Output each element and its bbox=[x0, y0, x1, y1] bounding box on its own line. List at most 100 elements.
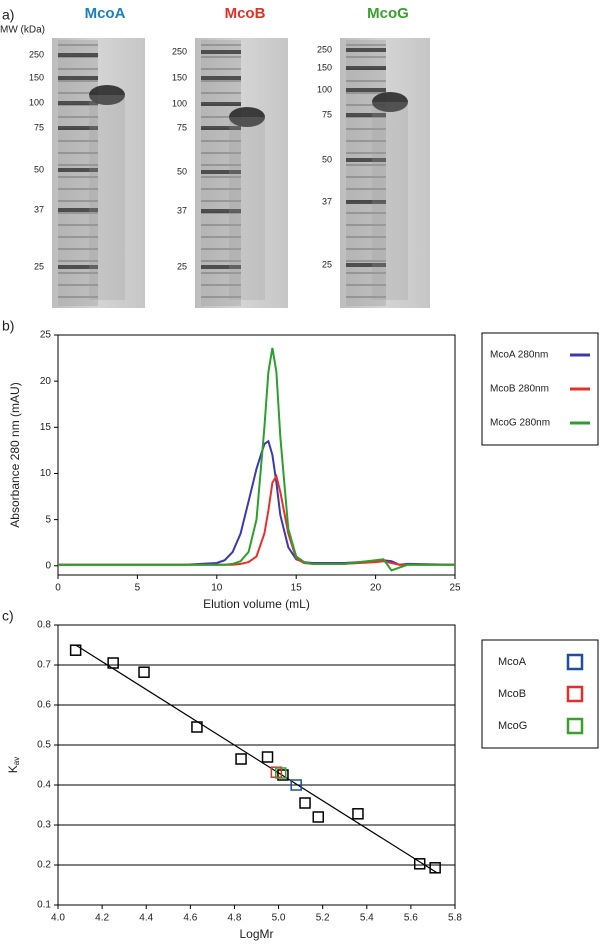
mw-axis-label: MW (kDa) bbox=[0, 25, 45, 36]
ladder-band bbox=[346, 104, 386, 106]
ladder-band bbox=[58, 296, 98, 298]
series-line bbox=[58, 439, 456, 566]
x-tick-label: 25 bbox=[449, 583, 461, 594]
standard-point bbox=[138, 666, 150, 678]
x-tick-label: 4.8 bbox=[227, 913, 241, 924]
ladder-band bbox=[346, 176, 386, 178]
legend-swatch bbox=[566, 653, 584, 671]
ladder-band bbox=[346, 260, 386, 262]
ladder-band bbox=[201, 272, 241, 274]
y-tick-label: 5 bbox=[45, 514, 51, 525]
ladder-band bbox=[58, 140, 98, 142]
marker-band bbox=[201, 265, 241, 269]
marker-label: 50 bbox=[177, 166, 187, 176]
y-tick-label: 0.7 bbox=[37, 660, 51, 671]
gel-title: McoA bbox=[85, 5, 126, 22]
legend-label: McoG bbox=[498, 720, 527, 732]
ladder-band bbox=[346, 140, 386, 142]
legend-label: McoA bbox=[498, 656, 527, 668]
standard-point bbox=[429, 862, 441, 874]
marker-band bbox=[58, 126, 98, 130]
marker-label: 75 bbox=[322, 109, 332, 119]
ladder-band bbox=[201, 296, 241, 298]
marker-band bbox=[346, 263, 386, 267]
marker-label: 50 bbox=[34, 164, 44, 174]
standard-point bbox=[261, 751, 274, 763]
ladder-band bbox=[58, 68, 98, 70]
y-tick-label: 0.5 bbox=[37, 740, 51, 751]
ladder-band bbox=[346, 56, 386, 58]
ladder-band bbox=[201, 44, 241, 46]
marker-band bbox=[346, 66, 386, 70]
ladder-band bbox=[201, 176, 241, 178]
standard-point bbox=[107, 657, 119, 669]
panel-label: b) bbox=[2, 318, 14, 334]
marker-band bbox=[346, 200, 386, 204]
ladder-band bbox=[201, 200, 241, 202]
x-tick-label: 4.0 bbox=[51, 913, 65, 924]
sample-smear bbox=[372, 102, 408, 300]
ladder-band bbox=[346, 188, 386, 190]
marker-label: 100 bbox=[172, 98, 187, 108]
ladder-lane bbox=[346, 40, 386, 306]
marker-label: 25 bbox=[322, 259, 332, 269]
legend-label: McoB bbox=[498, 688, 526, 700]
x-tick-label: 4.2 bbox=[95, 913, 109, 924]
y-tick-label: 0.1 bbox=[37, 900, 51, 911]
marker-label: 150 bbox=[172, 72, 187, 82]
marker-band bbox=[346, 158, 386, 162]
marker-label: 75 bbox=[177, 122, 187, 132]
ladder-band bbox=[58, 188, 98, 190]
ladder-band bbox=[201, 68, 241, 70]
marker-band bbox=[201, 170, 241, 174]
marker-label: 150 bbox=[29, 72, 44, 82]
marker-band bbox=[201, 76, 241, 80]
ladder-band bbox=[346, 152, 386, 154]
x-tick-label: 5.0 bbox=[272, 913, 286, 924]
legend-label: McoG 280nm bbox=[490, 418, 550, 429]
y-axis-label-sub: av bbox=[12, 757, 21, 765]
ladder-band bbox=[346, 92, 386, 94]
y-tick-label: 10 bbox=[40, 468, 52, 479]
sample-band bbox=[89, 85, 125, 105]
sample-smear bbox=[89, 95, 125, 300]
ladder-band bbox=[346, 296, 386, 298]
marker-label: 75 bbox=[34, 122, 44, 132]
marker-band bbox=[346, 113, 386, 117]
legend-label: McoB 280nm bbox=[490, 384, 549, 395]
ladder-band bbox=[201, 236, 241, 238]
x-tick-label: 10 bbox=[211, 583, 223, 594]
gel-title: McoB bbox=[225, 5, 266, 22]
plot-frame bbox=[57, 334, 456, 576]
ladder-band bbox=[58, 80, 98, 82]
y-tick-label: 25 bbox=[40, 330, 52, 341]
ladder-band bbox=[201, 80, 241, 82]
marker-band bbox=[346, 88, 386, 92]
marker-label: 250 bbox=[317, 44, 332, 54]
standard-point bbox=[191, 721, 203, 733]
ladder-band bbox=[58, 248, 98, 250]
x-tick-label: 15 bbox=[291, 583, 303, 594]
x-axis-label: LogMr bbox=[239, 927, 273, 941]
marker-band bbox=[58, 76, 98, 80]
marker-band bbox=[58, 265, 98, 269]
ladder-band bbox=[201, 56, 241, 58]
ladder-band bbox=[201, 284, 241, 286]
marker-label: 37 bbox=[177, 205, 187, 215]
x-tick-label: 20 bbox=[370, 583, 382, 594]
y-tick-label: 20 bbox=[40, 376, 52, 387]
y-tick-label: 15 bbox=[40, 422, 52, 433]
y-tick-label: 0.6 bbox=[37, 700, 51, 711]
ladder-band bbox=[58, 176, 98, 178]
ladder-band bbox=[346, 224, 386, 226]
ladder-band bbox=[346, 272, 386, 274]
x-tick-label: 5.8 bbox=[448, 913, 462, 924]
standard-point bbox=[235, 753, 247, 765]
ladder-band bbox=[58, 44, 98, 46]
x-tick-label: 5.2 bbox=[316, 913, 330, 924]
standard-point bbox=[69, 644, 82, 656]
x-tick-label: 5.4 bbox=[360, 913, 374, 924]
marker-label: 25 bbox=[177, 261, 187, 271]
sample-band bbox=[229, 107, 265, 127]
